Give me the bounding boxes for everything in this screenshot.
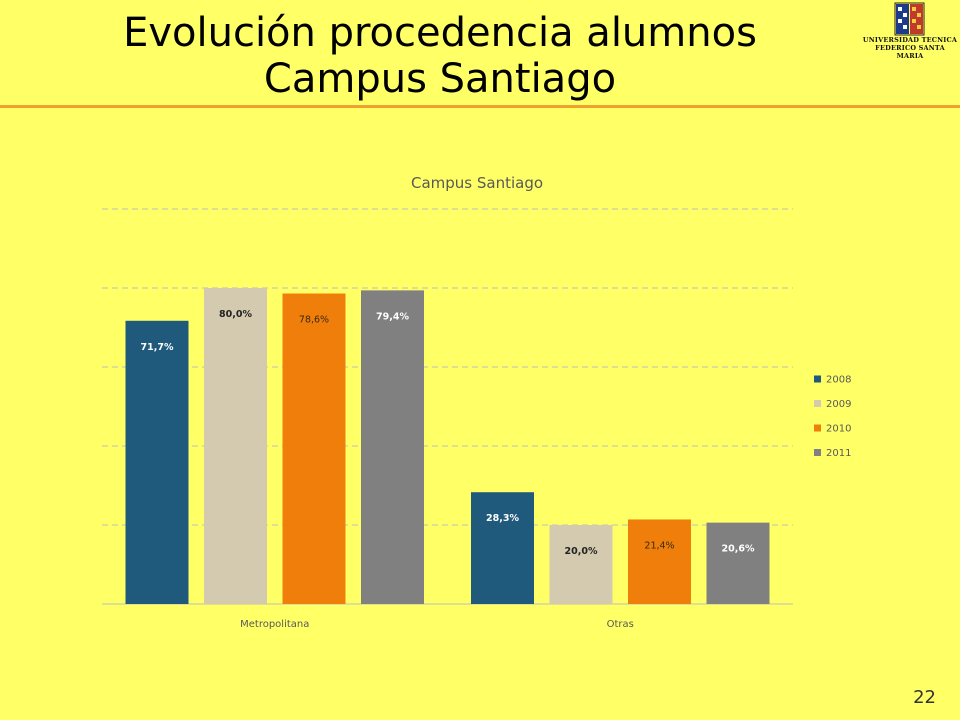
bar-2010-otras — [628, 519, 691, 604]
bar-2011-otras — [706, 522, 770, 604]
category-label: Metropolitana — [240, 619, 309, 630]
data-label: 28,3% — [486, 513, 519, 524]
data-label: 20,6% — [722, 544, 755, 555]
chart-title: Campus Santiago — [411, 174, 543, 192]
legend-swatch-2009 — [814, 400, 821, 407]
legend-label-2009: 2009 — [826, 399, 851, 410]
slide-title: Evolución procedencia alumnos Campus San… — [40, 10, 840, 102]
legend-label-2010: 2010 — [826, 424, 851, 435]
logo-text-line1: UNIVERSIDAD TECNICA — [862, 36, 958, 44]
data-label: 79,4% — [376, 311, 409, 322]
data-label: 71,7% — [141, 342, 174, 353]
legend-swatch-2008 — [814, 375, 821, 383]
data-label: 80,0% — [219, 309, 252, 320]
bar-2009-otras — [549, 525, 613, 604]
logo-text-line2: FEDERICO SANTA MARIA — [875, 44, 945, 60]
title-divider — [0, 105, 960, 108]
legend-swatch-2011 — [814, 449, 821, 456]
data-label: 78,6% — [299, 315, 329, 326]
legend-swatch-2010 — [814, 424, 821, 432]
data-labels: 71,7% 80,0% 78,6% 79,4% 28,3% 20,0% 21,4% 20,6% — [141, 309, 755, 557]
bar-2008-metropolitana — [125, 320, 189, 604]
bar-2011-metropolitana — [361, 290, 424, 604]
legend: 2008 2009 2010 2011 — [814, 375, 851, 459]
legend-label-2011: 2011 — [826, 448, 851, 459]
bar-2008-otras — [471, 492, 534, 604]
category-label: Otras — [607, 619, 634, 630]
category-labels: Metropolitana Otras — [240, 619, 634, 630]
data-label: 21,4% — [644, 540, 674, 551]
bar-2010-metropolitana — [282, 293, 346, 604]
slide-title-line2: Campus Santiago — [263, 56, 617, 102]
crest-icon — [894, 2, 925, 36]
slide-title-line1: Evolución procedencia alumnos — [123, 10, 757, 56]
bar-2009-metropolitana — [204, 288, 267, 604]
page-number: 22 — [913, 687, 936, 708]
university-logo — [894, 2, 925, 36]
bars — [125, 288, 770, 604]
legend-label-2008: 2008 — [826, 375, 851, 386]
data-label: 20,0% — [565, 546, 598, 557]
